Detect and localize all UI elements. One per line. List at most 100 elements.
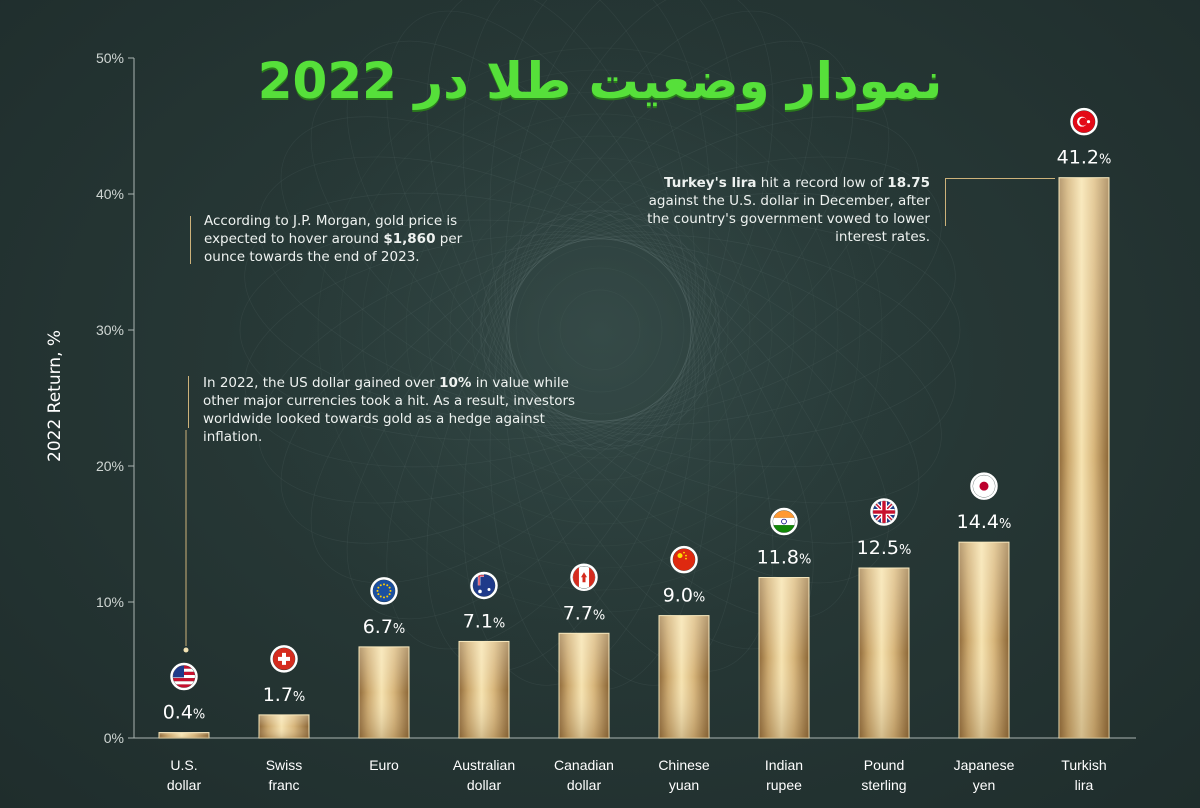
guilloche-line [462, 210, 696, 686]
x-tick-label: dollar [167, 777, 202, 793]
note-turkey-connector [945, 178, 1055, 179]
x-tick-label: yuan [669, 777, 699, 793]
note-jpmorgan-marker [190, 216, 191, 264]
x-tick-label: Pound [864, 757, 904, 773]
guilloche-line [508, 213, 774, 672]
x-tick-label: Euro [369, 757, 399, 773]
chart-title: نمودار وضعیت طلا در 2022 [257, 52, 943, 110]
x-tick-label: lira [1075, 777, 1094, 793]
canada-flag-icon [570, 563, 598, 592]
value-label: 0.4% [163, 702, 206, 724]
guilloche-ring [559, 289, 641, 371]
guilloche-line [479, 219, 961, 441]
guilloche-line [244, 234, 720, 468]
x-tick-label: dollar [567, 777, 602, 793]
x-tick-label: Swiss [266, 757, 303, 773]
bar-shine [159, 732, 209, 738]
guilloche-line [310, 231, 706, 584]
y-axis-label: 2022 Return, % [45, 329, 65, 462]
guilloche-line [483, 156, 942, 422]
note-jpmorgan-bold: $1,860 [383, 231, 436, 247]
bar-shine [859, 568, 909, 738]
guilloche-line [506, 10, 814, 442]
note-turkey-bold-2: 18.75 [887, 175, 930, 191]
bar-shine [359, 646, 409, 738]
y-tick-label: 0% [104, 730, 124, 746]
guilloche-ring [339, 69, 861, 591]
note-jpmorgan: According to J.P. Morgan, gold price is … [204, 212, 484, 266]
guilloche-ring [405, 135, 795, 525]
guilloche-ring [471, 201, 729, 459]
note-turkey-text-1: hit a record low of [756, 175, 888, 191]
guilloche-line [310, 76, 706, 429]
note-turkey: Turkey's lira hit a record low of 18.75 … [632, 174, 930, 246]
x-tick-label: sterling [861, 777, 906, 793]
value-label: 7.1% [463, 610, 506, 632]
usd-note-dot [183, 647, 189, 653]
bar-item: 1.7% Swiss franc [258, 645, 310, 793]
guilloche-line [508, 0, 774, 447]
guilloche-ring [317, 47, 883, 613]
value-label: 7.7% [563, 602, 606, 624]
value-label: 11.8% [757, 547, 812, 569]
turkey-flag-icon [1070, 107, 1098, 136]
bar-shine [959, 542, 1009, 738]
guilloche-line [494, 76, 890, 429]
x-tick-label: Turkish [1061, 757, 1106, 773]
guilloche-line [483, 238, 942, 504]
value-label: 6.7% [363, 616, 406, 638]
guilloche-line [386, 218, 694, 650]
x-tick-label: franc [268, 777, 299, 793]
guilloche-line [280, 116, 712, 424]
bars-group: 0.4% U.S. dollar 1.7% Swiss franc 6.7% Euro 7.1%… [158, 107, 1112, 793]
value-label: 1.7% [263, 684, 306, 706]
guilloche-line [258, 156, 717, 422]
bar-item: 7.7% Canadian dollar [554, 563, 614, 793]
x-tick-label: Australian [453, 757, 515, 773]
bar-item: 12.5% Pound sterling [857, 498, 912, 793]
guilloche-line [480, 234, 956, 468]
guilloche-line [488, 236, 920, 544]
note-turkey-text-2: against the U.S. dollar in December, aft… [647, 193, 930, 245]
guilloche-line [258, 238, 717, 504]
guilloche-line [426, 0, 692, 447]
bar-item: 6.7% Euro [358, 577, 410, 773]
guilloche-line [462, 0, 696, 450]
bar-shine [1059, 177, 1109, 738]
guilloche-line [280, 236, 712, 544]
value-label: 9.0% [663, 585, 706, 607]
guilloche-ring [515, 245, 685, 415]
value-label: 41.2% [1057, 147, 1112, 169]
guilloche-line [346, 40, 699, 436]
bar-item: 9.0% Chinese yuan [658, 545, 710, 793]
x-tick-label: Indian [765, 757, 803, 773]
value-label: 12.5% [857, 537, 912, 559]
guilloche-ring [537, 267, 663, 393]
bar-shine [259, 714, 309, 738]
guilloche-ring [383, 113, 817, 547]
guilloche-line [494, 231, 890, 584]
note-usd-marker [188, 376, 189, 428]
guilloche-ring [493, 223, 707, 437]
japan-flag-icon [970, 472, 998, 500]
eu-flag-icon [370, 577, 398, 605]
india-flag-icon [770, 507, 798, 536]
note-usd-text-1: In 2022, the US dollar gained over [203, 375, 440, 391]
guilloche-line [386, 10, 694, 442]
bar-item: 7.1% Australian dollar [453, 571, 515, 793]
note-usd-text-2: in value while other major currencies to… [203, 375, 576, 445]
y-tick-label: 30% [96, 322, 124, 338]
guilloche-ring [449, 179, 751, 481]
guilloche-line [239, 219, 721, 441]
guilloche-line [244, 192, 720, 426]
bar-item: 41.2% Turkish lira [1057, 107, 1112, 793]
australia-flag-icon [470, 571, 498, 600]
note-jpmorgan-text-2: per ounce towards the end of 2023. [204, 231, 463, 265]
y-tick-label: 50% [96, 50, 124, 66]
guilloche-line [501, 224, 854, 620]
guilloche-line [480, 192, 956, 426]
note-usd: In 2022, the US dollar gained over 10% i… [203, 374, 593, 446]
bar-shine [759, 577, 809, 738]
